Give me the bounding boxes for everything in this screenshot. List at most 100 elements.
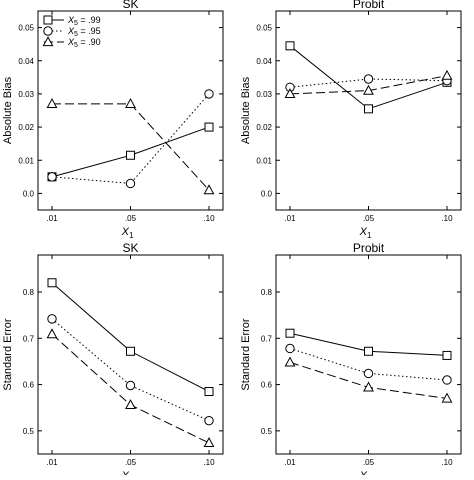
y-tick-label: 0.02 (256, 123, 272, 132)
x-tick-label: .05 (363, 458, 375, 467)
legend-label: X5 = .95 (67, 26, 101, 38)
legend-label-value: = .99 (78, 15, 101, 25)
x-axis-label: X1 (121, 226, 134, 240)
x-axis-label-main: X (359, 226, 368, 238)
y-tick-label: 0.03 (256, 90, 272, 99)
x-tick-label: .10 (441, 214, 453, 223)
series-line-1 (51, 282, 210, 392)
chart-panel-2: Probit 0.0 0.01 0.02 0.03 0.04 0.05 .01 .05 .10 X1… (240, 0, 462, 240)
chart-title: SK (122, 0, 138, 11)
legend-label-value: = .90 (78, 37, 101, 47)
data-point-triangle (203, 437, 215, 447)
x-axis-label-subscript: 1 (367, 231, 372, 240)
data-point-circle (125, 380, 136, 391)
data-point-square (204, 122, 214, 132)
series-line-2 (51, 318, 210, 422)
x-tick-label: .01 (46, 214, 58, 223)
data-point-square (285, 328, 295, 338)
data-point-triangle (125, 399, 136, 410)
y-tick-label: 0.6 (261, 381, 273, 390)
y-tick-label: 0.6 (23, 381, 35, 390)
series-line-3 (52, 103, 210, 191)
data-point-triangle (203, 184, 215, 195)
legend-label-subscript: 5 (74, 31, 78, 38)
y-tick-label: 0.8 (23, 288, 35, 297)
data-point-triangle (125, 98, 136, 108)
data-point-triangle (284, 88, 296, 99)
x-tick-label: .05 (125, 458, 137, 467)
x-axis-label: X1 (359, 226, 372, 240)
y-axis-label: Standard Error (240, 318, 252, 390)
y-tick-label: 0.7 (23, 334, 35, 343)
y-axis-label: Absolute Bias (240, 76, 252, 144)
data-point-circle (47, 314, 57, 324)
x-axis-label: X1 (121, 470, 134, 475)
legend-marker-triangle (42, 36, 54, 47)
chart-panel-1: SK0.00.010.020.030.040.05.01.05.10X1Abso… (2, 0, 224, 240)
data-point-triangle (441, 392, 453, 403)
y-tick-label: 0.05 (18, 24, 34, 33)
legend-marker-circle (43, 26, 53, 36)
legend-label: X5 = .90 (67, 37, 101, 49)
y-tick-label: 0.01 (256, 156, 272, 165)
data-point-circle (442, 375, 452, 385)
legend-label-subscript: 5 (74, 42, 78, 49)
legend-label-main: X (67, 37, 75, 47)
y-tick-label: 0.0 (261, 189, 273, 198)
data-point-circle (363, 368, 374, 379)
legend-label-subscript: 5 (74, 20, 78, 27)
data-point-square (442, 350, 452, 360)
data-point-triangle (46, 328, 58, 339)
series-line-3 (289, 361, 448, 399)
x-tick-label: .01 (284, 214, 296, 223)
y-tick-label: 0.04 (18, 57, 34, 66)
x-axis-label: X1 (359, 470, 372, 475)
y-tick-label: 0.02 (18, 123, 34, 132)
data-point-square (364, 104, 373, 114)
data-point-circle (204, 89, 214, 99)
data-point-circle (204, 415, 214, 426)
x-tick-label: .10 (203, 214, 215, 223)
legend-marker-square (43, 15, 53, 25)
data-point-triangle (284, 356, 296, 367)
y-tick-label: 0.04 (256, 57, 272, 66)
data-point-triangle (46, 98, 58, 108)
y-tick-label: 0.5 (261, 427, 273, 436)
data-point-square (126, 150, 135, 160)
legend-label-main: X (67, 15, 75, 25)
x-tick-label: .05 (125, 214, 137, 223)
y-tick-label: 0.01 (18, 156, 34, 165)
data-point-square (204, 387, 214, 397)
y-tick-label: 0.05 (256, 24, 272, 33)
data-point-circle (47, 172, 57, 182)
data-point-triangle (363, 381, 374, 392)
legend-label-value: = .95 (78, 26, 101, 36)
chart-title: Probit (353, 241, 385, 255)
data-point-square (364, 346, 373, 356)
chart-panel-3: SK 0.5 0.6 0.7 0.8 .01 .05 .10 X1 Standard Error (2, 241, 224, 480)
data-point-circle (363, 74, 374, 84)
data-point-square (285, 41, 295, 51)
x-tick-label: .10 (203, 458, 215, 467)
chart-title: SK (122, 241, 138, 255)
x-axis-label-main: X (121, 226, 130, 238)
legend-label: X5 = .99 (67, 15, 101, 27)
x-tick-label: .01 (284, 458, 296, 467)
y-tick-label: 0.8 (261, 288, 273, 297)
y-tick-label: 0.5 (23, 427, 35, 436)
data-point-circle (285, 343, 295, 354)
data-point-triangle (441, 69, 453, 80)
y-tick-label: 0.7 (261, 334, 273, 343)
chart-panel-4: Probit 0.5 0.6 0.7 0.8 .01 .05 .10 X1 Standard Er… (240, 241, 462, 480)
y-tick-label: 0.03 (18, 90, 34, 99)
legend-label-main: X (67, 26, 75, 36)
y-tick-label: 0.0 (23, 189, 35, 198)
x-tick-label: .01 (46, 458, 58, 467)
y-axis-label: Absolute Bias (2, 76, 14, 144)
data-point-circle (125, 178, 136, 189)
x-tick-label: .05 (363, 214, 375, 223)
x-axis-label-subscript: 1 (129, 231, 134, 240)
y-axis-label: Standard Error (2, 318, 14, 390)
